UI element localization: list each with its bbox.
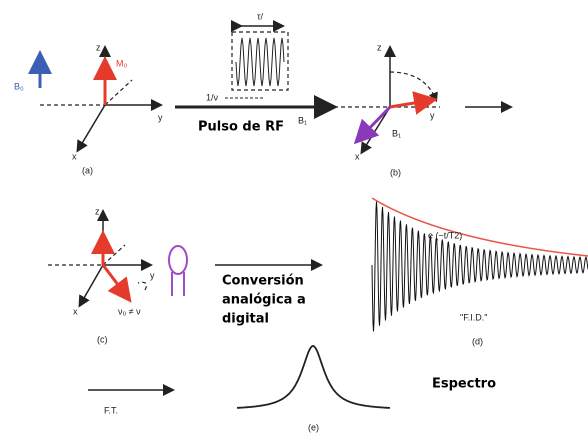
- panel-a: B₀ z M₀ y x (a): [14, 42, 163, 175]
- shape: [372, 198, 588, 256]
- label: Pulso de RF: [198, 120, 284, 135]
- label: B₁: [392, 128, 401, 138]
- caption: (e): [308, 422, 319, 432]
- shape: [103, 265, 128, 298]
- shape: [80, 265, 103, 305]
- panel-b: z y x B₁ (b): [320, 42, 510, 177]
- shape: [390, 72, 436, 100]
- label: z: [95, 206, 100, 216]
- caption: (a): [82, 165, 93, 175]
- label: M₀: [116, 58, 127, 68]
- caption: (c): [97, 334, 108, 344]
- label: y: [150, 270, 155, 280]
- pulse: τ/ 1/ν Pulso de RF B₁: [175, 11, 332, 134]
- panel-e: F.T. (e) Espectro: [88, 346, 496, 432]
- shape: [103, 245, 125, 265]
- label: e (−t/T2): [428, 230, 462, 240]
- label: "F.I.D.": [460, 312, 487, 322]
- label: z: [377, 42, 382, 52]
- shape: [169, 246, 187, 274]
- label: y: [158, 112, 163, 122]
- label: x: [72, 151, 77, 161]
- label: ν₀ ≠ ν: [118, 306, 141, 316]
- label: B₀: [14, 81, 24, 91]
- shape: [390, 100, 432, 107]
- shape: [138, 282, 146, 290]
- label: 1/ν: [206, 92, 219, 102]
- diagram: B₀ z M₀ y x (a) τ/ 1/ν Pulso de RF B₁ z …: [0, 0, 588, 436]
- shape: [237, 346, 390, 408]
- label: x: [73, 306, 78, 316]
- label: z: [96, 42, 101, 52]
- shape: [236, 38, 284, 86]
- panel-d: e (−t/T2) "F.I.D." (d): [372, 198, 588, 346]
- label: Espectro: [432, 377, 496, 392]
- label: digital: [222, 312, 269, 327]
- label: F.T.: [104, 405, 118, 415]
- label: τ/: [257, 11, 264, 21]
- caption: (d): [472, 336, 483, 346]
- panel-c: z y x ν₀ ≠ ν (c) Conversión analógica a …: [48, 206, 320, 344]
- label: analógica a: [222, 293, 306, 308]
- shape: [78, 105, 105, 150]
- shape: [105, 80, 132, 105]
- label: x: [355, 151, 360, 161]
- label: B₁: [298, 115, 307, 125]
- label: y: [430, 110, 435, 120]
- caption: (b): [390, 167, 401, 177]
- shape: [172, 272, 184, 296]
- label: Conversión: [222, 274, 304, 289]
- shape: [358, 107, 390, 140]
